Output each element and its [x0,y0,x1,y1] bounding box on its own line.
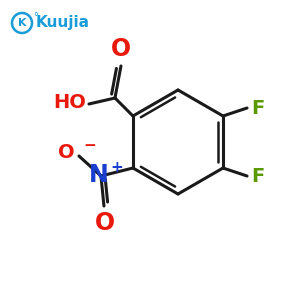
Text: Kuujia: Kuujia [36,16,90,31]
Text: N: N [89,163,109,187]
Text: O: O [95,211,115,235]
Text: O: O [58,142,75,161]
Text: °: ° [33,12,38,22]
Text: F: F [251,167,264,185]
Text: O: O [111,37,131,61]
Text: HO: HO [53,94,86,112]
Text: K: K [18,18,26,28]
Text: +: + [110,160,123,175]
Text: F: F [251,98,264,118]
Text: −: − [83,139,96,154]
